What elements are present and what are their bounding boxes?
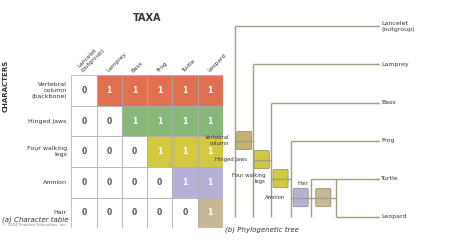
Bar	[198, 136, 223, 167]
Bar	[172, 136, 198, 167]
Text: 1: 1	[157, 86, 162, 95]
Text: 1: 1	[208, 117, 213, 126]
Text: 1: 1	[107, 86, 112, 95]
Text: Turtle: Turtle	[182, 58, 197, 73]
Text: 0: 0	[157, 178, 162, 187]
Bar	[122, 75, 147, 106]
Text: © 2014 Pearson Education, Inc.: © 2014 Pearson Education, Inc.	[2, 223, 67, 227]
Bar	[198, 106, 223, 136]
Text: Turtle: Turtle	[381, 176, 399, 181]
Text: CHARACTERS: CHARACTERS	[2, 60, 8, 112]
Bar	[122, 136, 147, 167]
Text: 1: 1	[132, 86, 137, 95]
Text: 0: 0	[81, 208, 87, 217]
Bar	[147, 106, 172, 136]
Bar	[122, 198, 147, 228]
Bar	[198, 75, 223, 106]
Bar	[172, 167, 198, 198]
Bar	[71, 75, 97, 106]
Bar	[97, 136, 122, 167]
Text: 0: 0	[81, 147, 87, 156]
Bar	[97, 198, 122, 228]
Bar	[97, 75, 122, 106]
Text: 0: 0	[81, 86, 87, 95]
Bar	[97, 167, 122, 198]
Text: Lamprey: Lamprey	[106, 51, 128, 73]
Bar	[71, 136, 97, 167]
Bar	[71, 106, 97, 136]
Text: 0: 0	[157, 208, 162, 217]
Bar	[147, 75, 172, 106]
Text: 1: 1	[182, 147, 188, 156]
Bar	[172, 106, 198, 136]
Text: 0: 0	[132, 208, 137, 217]
Text: (b) Phylogenetic tree: (b) Phylogenetic tree	[225, 227, 299, 233]
Text: 1: 1	[208, 178, 213, 187]
Text: 1: 1	[208, 147, 213, 156]
FancyBboxPatch shape	[237, 131, 252, 150]
Text: Hair: Hair	[54, 210, 67, 215]
Text: Lamprey: Lamprey	[381, 62, 409, 67]
Bar	[172, 75, 198, 106]
Bar	[147, 136, 172, 167]
Text: 0: 0	[81, 178, 87, 187]
Text: 1: 1	[157, 147, 162, 156]
Bar	[198, 167, 223, 198]
Text: Four walking
legs: Four walking legs	[232, 173, 265, 184]
Text: 1: 1	[208, 86, 213, 95]
Text: Vertebral
column
(backbone): Vertebral column (backbone)	[31, 82, 67, 99]
Bar	[147, 167, 172, 198]
Text: 1: 1	[182, 86, 188, 95]
Text: Lancelet
(outgroup): Lancelet (outgroup)	[76, 43, 106, 73]
Text: 1: 1	[208, 208, 213, 217]
Text: TAXA: TAXA	[133, 13, 161, 23]
FancyBboxPatch shape	[293, 188, 308, 207]
Text: Hinged jaws: Hinged jaws	[215, 157, 246, 162]
Text: Amnion: Amnion	[43, 180, 67, 185]
Bar	[172, 198, 198, 228]
FancyBboxPatch shape	[254, 151, 269, 169]
Text: 0: 0	[81, 117, 87, 126]
Text: Four walking
legs: Four walking legs	[27, 146, 67, 157]
Bar	[122, 167, 147, 198]
Text: 0: 0	[182, 208, 188, 217]
Text: 1: 1	[182, 117, 188, 126]
Bar	[122, 106, 147, 136]
Text: Vertebral
column: Vertebral column	[205, 135, 229, 146]
Text: Amnion: Amnion	[265, 195, 285, 200]
Text: Bass: Bass	[131, 60, 144, 73]
Text: 1: 1	[157, 117, 162, 126]
Bar	[71, 198, 97, 228]
Text: 0: 0	[132, 178, 137, 187]
Text: Frog: Frog	[156, 61, 169, 73]
Text: Frog: Frog	[381, 138, 394, 143]
Bar	[97, 106, 122, 136]
Text: 1: 1	[132, 117, 137, 126]
Text: 0: 0	[107, 147, 112, 156]
Text: Leopard: Leopard	[207, 53, 227, 73]
Text: 0: 0	[107, 117, 112, 126]
Text: 1: 1	[182, 178, 188, 187]
FancyBboxPatch shape	[316, 188, 331, 207]
Text: 0: 0	[107, 208, 112, 217]
Text: (a) Character table: (a) Character table	[2, 216, 69, 223]
Text: Bass: Bass	[381, 100, 396, 105]
Text: 0: 0	[107, 178, 112, 187]
Bar	[198, 198, 223, 228]
Bar	[71, 167, 97, 198]
Text: Hair: Hair	[297, 181, 308, 186]
Text: Leopard: Leopard	[381, 214, 407, 219]
Text: 0: 0	[132, 147, 137, 156]
Text: Hinged jaws: Hinged jaws	[28, 119, 67, 124]
Text: Lancelet
(outgroup): Lancelet (outgroup)	[381, 21, 415, 32]
Bar	[147, 198, 172, 228]
FancyBboxPatch shape	[273, 169, 288, 188]
